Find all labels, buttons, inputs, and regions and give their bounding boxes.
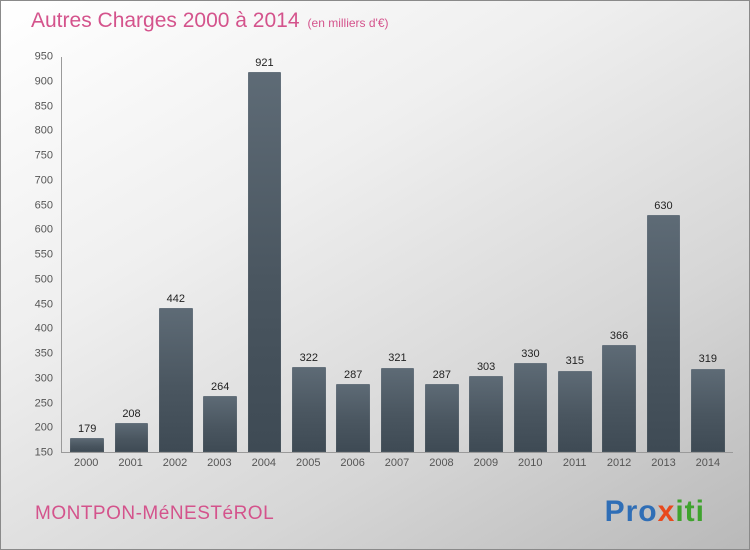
x-tick-label: 2006 xyxy=(340,457,365,469)
bar-column: 303 xyxy=(464,57,508,452)
bar-column: 322 xyxy=(287,57,331,452)
y-tick-label: 650 xyxy=(34,199,53,211)
bar-value-label: 315 xyxy=(565,355,584,368)
x-tick-label: 2003 xyxy=(207,457,232,469)
bar xyxy=(646,215,681,452)
bar-column: 208 xyxy=(109,57,153,452)
x-tick-label: 2005 xyxy=(295,457,321,469)
y-tick-label: 900 xyxy=(34,75,53,88)
bar xyxy=(380,367,415,452)
y-tick-label: 200 xyxy=(34,421,53,434)
x-tick-label: 2014 xyxy=(695,457,721,469)
plot-main: 179 208 442 264 921 322 287 321 287 303 330 315 366 6… xyxy=(61,57,733,469)
x-tick-label: 2002 xyxy=(162,457,188,469)
y-tick-label: 250 xyxy=(34,397,53,409)
bar-column: 287 xyxy=(331,57,375,452)
bar-column: 366 xyxy=(597,57,641,452)
bar-value-label: 366 xyxy=(609,330,629,343)
bar-column: 319 xyxy=(686,57,730,452)
y-tick-label: 300 xyxy=(34,372,53,385)
y-tick-label: 850 xyxy=(34,100,53,112)
bar-column: 315 xyxy=(553,57,597,452)
y-tick-label: 150 xyxy=(34,446,53,459)
bar xyxy=(336,384,370,452)
chart-title: Autres Charges 2000 à 2014 xyxy=(31,9,300,32)
y-tick-label: 550 xyxy=(34,248,53,261)
bar xyxy=(158,307,193,452)
bar xyxy=(203,395,237,452)
bar-column: 179 xyxy=(65,57,109,452)
bar-value-label: 287 xyxy=(432,369,451,382)
x-axis: 2000 2001 2002 2003 2004 2005 2006 2007 2008 2009… xyxy=(61,457,733,469)
y-tick-label: 350 xyxy=(34,347,53,360)
bar-value-label: 303 xyxy=(476,361,496,374)
bar-value-label: 630 xyxy=(654,199,673,212)
proxiti-logo: Proxiti xyxy=(605,495,705,529)
bar-column: 921 xyxy=(242,57,286,452)
bar-value-label: 264 xyxy=(210,380,230,393)
bar-column: 442 xyxy=(154,57,198,452)
bar-value-label: 921 xyxy=(255,57,274,69)
bar xyxy=(424,384,459,452)
chart-header: Autres Charges 2000 à 2014 (en milliers d… xyxy=(31,9,389,33)
bar-value-label: 179 xyxy=(77,422,97,435)
x-tick-label: 2012 xyxy=(606,457,632,469)
bar-value-label: 287 xyxy=(343,369,363,382)
x-tick-label: 2001 xyxy=(118,457,143,469)
bar-column: 321 xyxy=(375,57,419,452)
y-tick-label: 500 xyxy=(34,273,53,286)
y-tick-label: 950 xyxy=(34,50,53,63)
bar-value-label: 208 xyxy=(122,408,141,421)
bar-value-label: 322 xyxy=(299,351,318,364)
bar xyxy=(557,370,592,452)
bar-value-label: 442 xyxy=(166,292,185,305)
bar xyxy=(602,345,636,452)
x-tick-label: 2010 xyxy=(518,457,543,469)
bar xyxy=(247,72,282,452)
logo-part-x: x xyxy=(657,495,676,528)
bar-value-label: 321 xyxy=(388,352,407,365)
bar xyxy=(291,367,326,452)
y-axis: 150 200 250 300 350 400 450 500 550 600 650 700 750 8… xyxy=(21,51,61,458)
bar-column: 264 xyxy=(198,57,242,452)
y-tick-label: 800 xyxy=(34,124,53,137)
bar-column: 630 xyxy=(641,57,685,452)
y-tick-label: 750 xyxy=(34,149,53,162)
bar xyxy=(690,368,725,452)
bar-column: 287 xyxy=(420,57,464,452)
logo-part-iti: iti xyxy=(675,495,705,528)
bar-value-label: 330 xyxy=(521,347,540,360)
x-tick-label: 2011 xyxy=(562,457,587,469)
bar xyxy=(70,437,104,452)
logo-part-pro: Pro xyxy=(604,495,658,528)
bar-value-label: 319 xyxy=(698,353,717,366)
y-tick-label: 700 xyxy=(34,174,53,187)
bars: 179 208 442 264 921 322 287 321 287 303 330 315 366 6… xyxy=(61,57,733,453)
city-label: MONTPON-MéNESTéROL xyxy=(35,503,275,524)
chart-area: 150 200 250 300 350 400 450 500 550 600 650 700 750 8… xyxy=(21,51,733,469)
x-tick-label: 2007 xyxy=(384,457,410,469)
bar xyxy=(114,423,149,452)
x-tick-label: 2009 xyxy=(473,457,499,469)
bar xyxy=(513,363,548,452)
x-tick-label: 2004 xyxy=(251,457,277,469)
bar-column: 330 xyxy=(508,57,552,452)
x-tick-label: 2008 xyxy=(429,457,454,469)
y-tick-label: 450 xyxy=(34,298,53,310)
y-tick-label: 600 xyxy=(34,223,53,236)
x-tick-label: 2013 xyxy=(651,457,676,469)
y-tick-label: 400 xyxy=(34,322,53,335)
chart-subtitle: (en milliers d'€) xyxy=(307,16,389,30)
x-tick-label: 2000 xyxy=(73,457,99,469)
bar xyxy=(469,376,503,452)
